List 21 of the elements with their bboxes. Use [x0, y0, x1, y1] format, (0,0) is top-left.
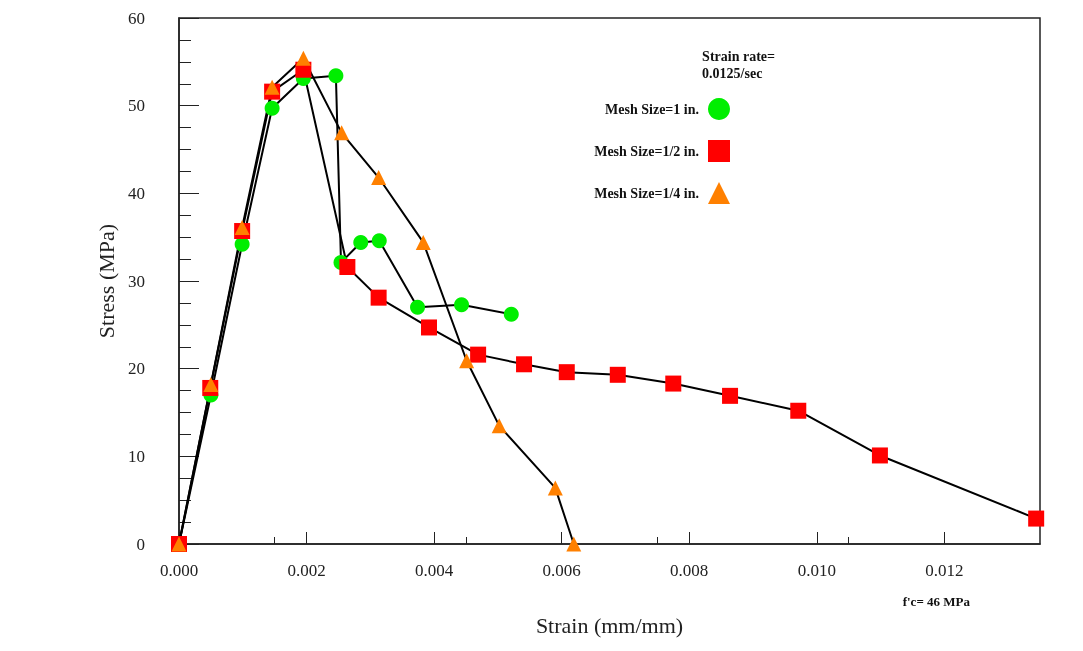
y-axis-title: Stress (MPa): [93, 223, 119, 339]
y-tick-label: 10: [128, 446, 145, 466]
y-tick-label: 20: [128, 359, 145, 379]
legend-label: Mesh Size=1 in.: [605, 101, 699, 117]
y-tick-label: 30: [128, 271, 145, 291]
legend-title: Strain rate= 0.0125/sec: [702, 49, 776, 81]
x-tick-label: 0.008: [670, 561, 709, 580]
x-tick-label: 0.004: [414, 561, 454, 580]
y-tick-label: 0: [136, 534, 145, 554]
x-tick-label: 0.000: [159, 561, 199, 580]
text: f'c= 46 MPa: [902, 594, 971, 609]
x-tick-label: 0.012: [925, 561, 964, 580]
legend-label: Mesh Size=1/2 in.: [594, 143, 699, 159]
y-tick-label: 50: [128, 96, 145, 116]
y-tick-label: 60: [128, 8, 145, 28]
y-tick-label: 40: [128, 183, 145, 203]
x-axis-title: Strain (mm/mm): [535, 612, 684, 638]
x-tick-label: 0.010: [797, 561, 836, 580]
x-tick-label: 0.006: [542, 561, 581, 580]
legend-label: Mesh Size=1/4 in.: [594, 185, 699, 201]
x-tick-label: 0.002: [287, 561, 326, 580]
